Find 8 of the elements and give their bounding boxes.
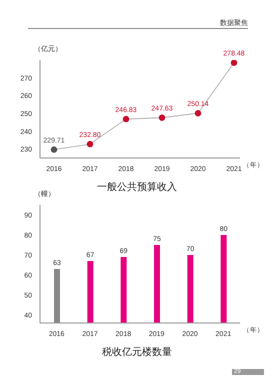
text: 税收亿元楼数量 — [101, 346, 173, 359]
point — [50, 146, 58, 153]
point — [194, 110, 202, 116]
point — [122, 116, 130, 122]
point — [230, 60, 238, 66]
point — [158, 114, 166, 121]
text: 一般公共预算收入 — [97, 182, 177, 193]
point — [86, 140, 94, 148]
